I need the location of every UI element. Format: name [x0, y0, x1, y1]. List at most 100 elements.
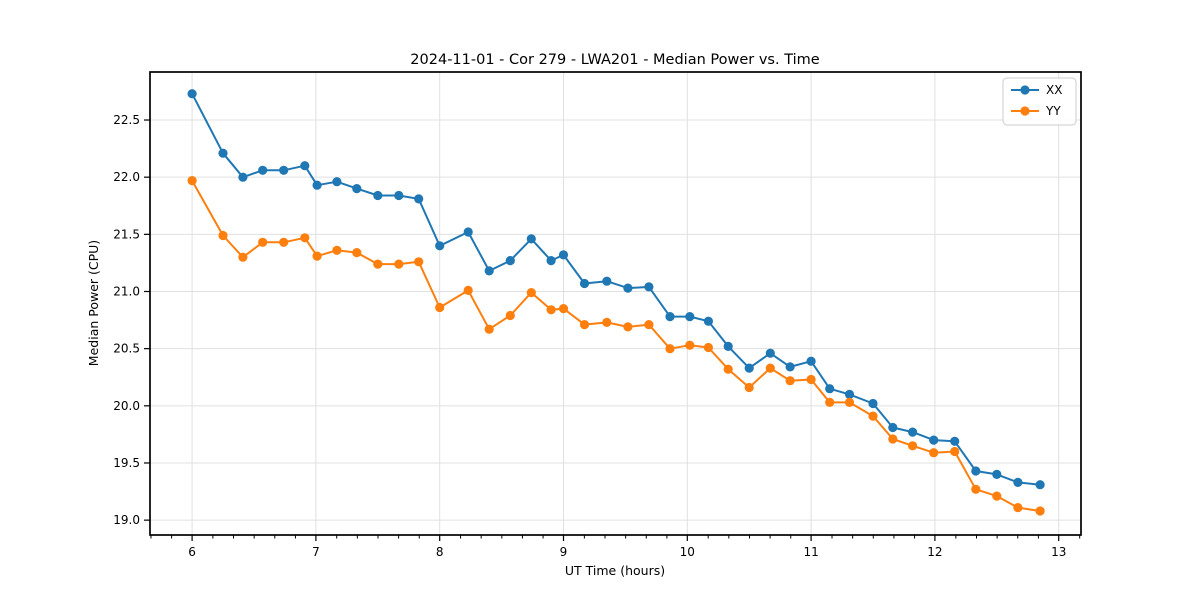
- data-point-xx: [623, 283, 633, 293]
- data-point-xx: [806, 356, 816, 366]
- data-point-yy: [950, 446, 960, 457]
- data-point-xx: [187, 89, 197, 99]
- x-tick-label: 9: [560, 545, 568, 559]
- y-tick-label: 21.0: [113, 284, 140, 298]
- data-point-yy: [844, 397, 855, 407]
- data-point-yy: [526, 288, 536, 298]
- data-point-yy: [352, 248, 362, 258]
- y-tick-label: 19.0: [113, 513, 140, 527]
- y-tick-label: 22.0: [113, 170, 140, 184]
- data-point-yy: [665, 344, 675, 354]
- data-point-yy: [238, 252, 248, 262]
- data-point-xx: [332, 177, 342, 187]
- data-point-yy: [218, 230, 228, 241]
- data-point-xx: [312, 180, 322, 190]
- data-point-yy: [435, 302, 445, 313]
- data-point-yy: [868, 411, 878, 421]
- legend-label-yy: YY: [1045, 104, 1061, 118]
- data-point-xx: [868, 398, 878, 409]
- data-point-yy: [394, 259, 404, 269]
- data-point-yy: [484, 324, 494, 334]
- data-point-yy: [825, 397, 835, 407]
- data-point-yy: [602, 317, 612, 327]
- data-point-yy: [703, 342, 714, 353]
- data-point-yy: [806, 374, 816, 385]
- x-tick-label: 6: [188, 545, 196, 559]
- data-point-xx: [723, 341, 733, 351]
- data-point-xx: [435, 241, 445, 251]
- data-point-xx: [463, 227, 473, 237]
- data-point-xx: [644, 282, 654, 292]
- data-point-xx: [579, 278, 590, 289]
- data-point-yy: [414, 257, 424, 267]
- data-point-xx: [505, 256, 515, 266]
- y-tick-label: 20.0: [113, 399, 140, 413]
- data-point-xx: [992, 469, 1002, 479]
- data-point-xx: [825, 384, 835, 394]
- y-tick-label: 22.5: [113, 113, 140, 127]
- data-point-xx: [744, 363, 754, 373]
- data-point-yy: [644, 320, 654, 330]
- data-point-yy: [744, 382, 754, 393]
- y-tick-label: 20.5: [113, 342, 140, 356]
- data-point-xx: [950, 436, 960, 446]
- data-point-yy: [685, 340, 695, 350]
- x-tick-label: 12: [927, 545, 942, 559]
- legend-sample-marker-xx: [1020, 85, 1030, 95]
- data-point-xx: [394, 190, 404, 201]
- data-point-yy: [1035, 506, 1045, 516]
- data-point-xx: [258, 165, 268, 175]
- data-point-yy: [908, 441, 918, 451]
- data-point-xx: [414, 194, 424, 204]
- plot-area: 6 7 8 9 10 11 12 13 19.0 19.5 20.0 20.5 21.0 21.5 22.0…: [113, 71, 1082, 559]
- data-point-xx: [929, 435, 939, 445]
- x-axis-label: UT Time (hours): [565, 563, 665, 578]
- data-point-yy: [929, 448, 939, 458]
- chart-title: 2024-11-01 - Cor 279 - LWA201 - Median P…: [410, 52, 819, 68]
- data-point-xx: [238, 172, 248, 182]
- x-tick-label: 11: [803, 545, 818, 559]
- data-point-xx: [1013, 477, 1023, 487]
- data-point-xx: [685, 312, 695, 322]
- data-point-xx: [1035, 480, 1045, 490]
- data-point-xx: [703, 316, 714, 326]
- data-point-xx: [602, 276, 612, 286]
- axes-spines: [149, 71, 1082, 536]
- plot-background: [150, 72, 1081, 535]
- data-point-yy: [463, 285, 473, 295]
- x-tick-label: 7: [312, 545, 320, 559]
- data-point-xx: [218, 148, 228, 158]
- data-point-xx: [373, 190, 383, 201]
- data-point-xx: [785, 362, 795, 372]
- data-point-yy: [971, 484, 981, 494]
- x-tick-label: 13: [1051, 545, 1066, 559]
- data-point-xx: [484, 266, 494, 276]
- data-point-xx: [665, 312, 675, 322]
- data-point-yy: [623, 322, 633, 332]
- data-point-yy: [558, 304, 569, 314]
- data-point-yy: [258, 237, 268, 247]
- data-point-yy: [1013, 503, 1023, 513]
- data-point-xx: [279, 165, 289, 175]
- data-point-xx: [908, 427, 918, 437]
- data-point-yy: [312, 251, 322, 261]
- data-point-yy: [279, 237, 289, 247]
- data-point-yy: [546, 305, 556, 315]
- data-point-yy: [505, 310, 515, 321]
- data-point-yy: [765, 363, 775, 373]
- y-tick-label: 21.5: [113, 227, 140, 241]
- data-point-yy: [723, 364, 733, 374]
- data-point-yy: [187, 176, 197, 186]
- data-point-yy: [785, 376, 795, 386]
- legend-sample-marker-yy: [1020, 106, 1030, 116]
- x-tick-label: 8: [436, 545, 444, 559]
- data-point-yy: [332, 245, 342, 255]
- data-point-xx: [300, 161, 310, 171]
- data-point-yy: [888, 434, 898, 444]
- legend-label-xx: XX: [1046, 83, 1062, 97]
- data-point-xx: [765, 348, 775, 358]
- data-point-xx: [888, 422, 898, 433]
- data-point-yy: [579, 320, 590, 330]
